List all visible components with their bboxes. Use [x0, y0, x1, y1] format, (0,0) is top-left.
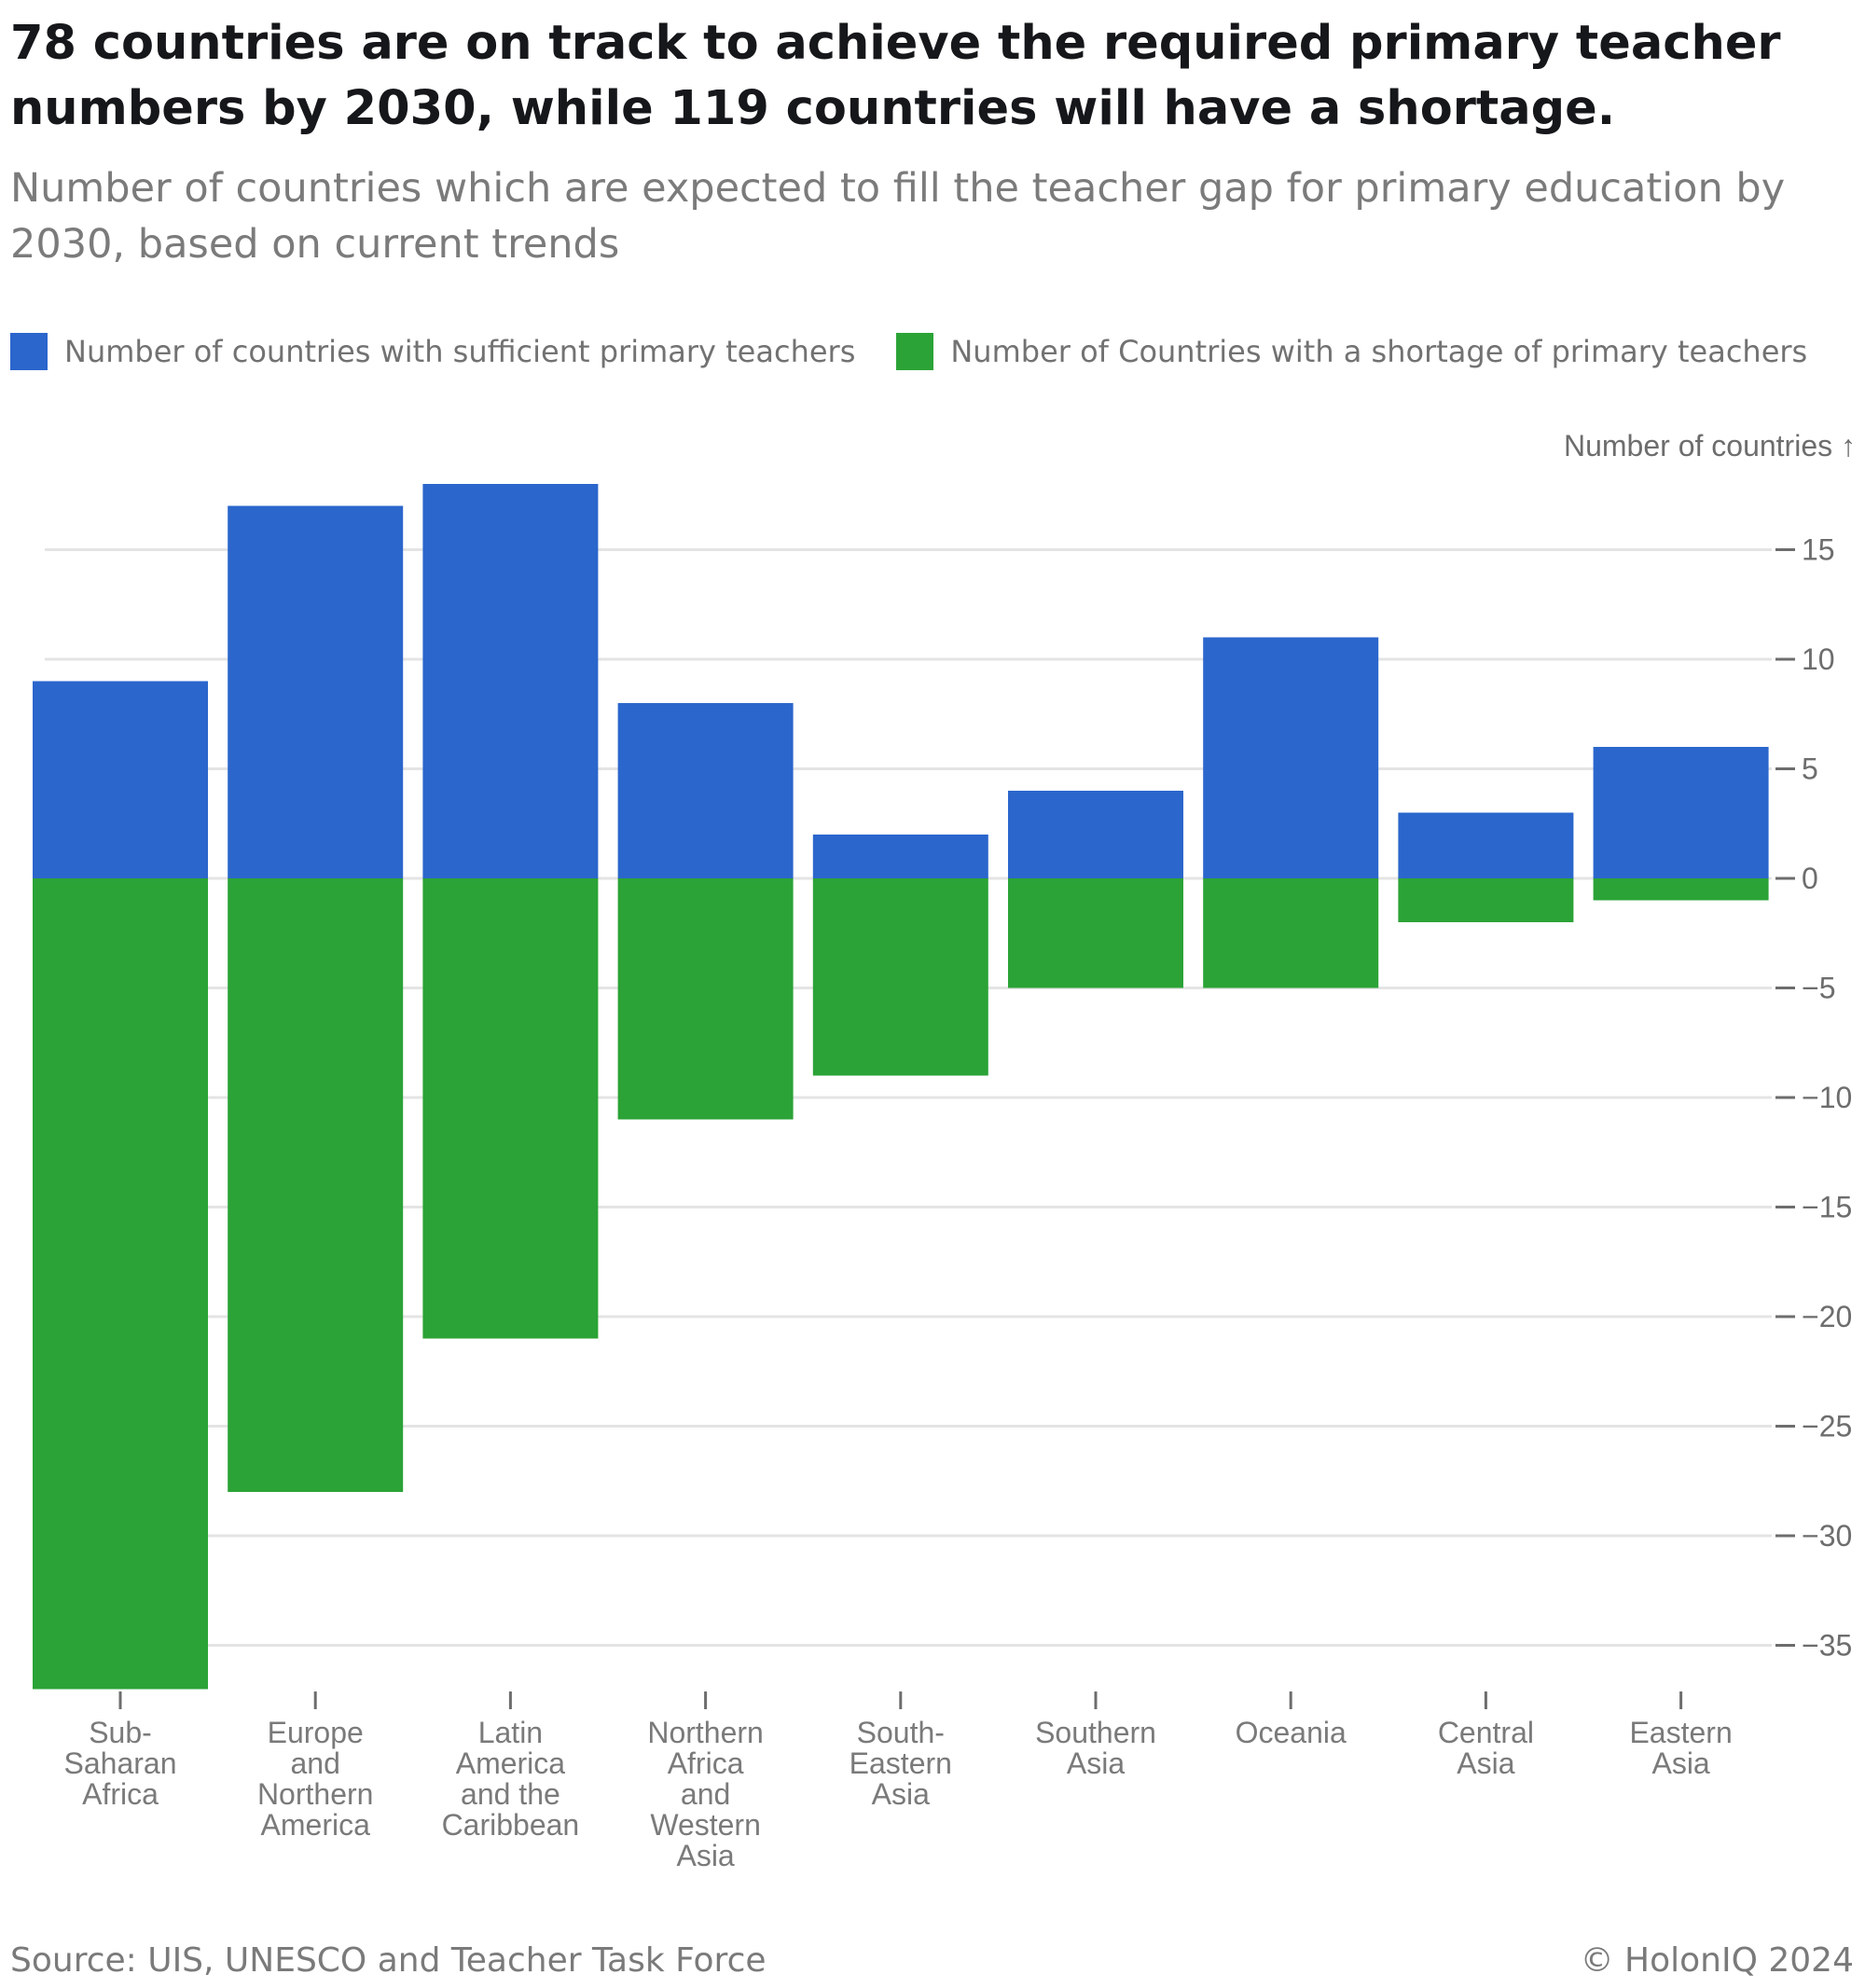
y-tick-label: −20 — [1802, 1300, 1852, 1333]
bar-shortage[interactable] — [1398, 878, 1574, 922]
bar-shortage[interactable] — [228, 878, 404, 1492]
legend-label-shortage: Number of Countries with a shortage of p… — [950, 334, 1808, 369]
y-tick-label: 5 — [1802, 752, 1818, 786]
y-axis: 15 10 5 0 −5 −10 −15 −20 −25 −30 −35 — [1775, 533, 1852, 1663]
bar-sufficient[interactable] — [812, 835, 988, 878]
x-tick-label: South-Eastern Asia — [850, 1716, 952, 1811]
chart-subtitle: Number of countries which are expected t… — [10, 165, 1786, 268]
bar-shortage[interactable] — [33, 878, 208, 1690]
y-tick-label: −5 — [1802, 972, 1835, 1005]
x-tick-label: Latin America and the Caribbean — [442, 1716, 580, 1842]
y-tick-label: −15 — [1802, 1191, 1852, 1224]
bar-shortage[interactable] — [812, 878, 988, 1076]
legend-label-sufficient: Number of countries with sufficient prim… — [64, 334, 856, 369]
bar-sufficient[interactable] — [1203, 637, 1379, 879]
bar-sufficient[interactable] — [617, 703, 794, 878]
x-tick-label: Central Asia — [1438, 1716, 1534, 1780]
legend-swatch-shortage — [896, 333, 934, 370]
x-tick-label: Southern Asia — [1035, 1716, 1156, 1780]
bar-shortage[interactable] — [1008, 878, 1183, 988]
x-tick-label: Eastern Asia — [1629, 1716, 1732, 1780]
bars — [33, 484, 1769, 1690]
bar-shortage[interactable] — [617, 878, 794, 1120]
x-tick-label: Sub-Saharan Africa — [64, 1716, 177, 1811]
bar-sufficient[interactable] — [228, 505, 404, 879]
y-tick-label: −25 — [1802, 1410, 1852, 1443]
legend: Number of countries with sufficient prim… — [10, 331, 1848, 372]
bar-chart: 15 10 5 0 −5 −10 −15 −20 −25 −30 −35 Sub-Saharan Af… — [33, 429, 1856, 1872]
bar-sufficient[interactable] — [1008, 791, 1183, 878]
x-axis: Sub-Saharan Africa Europe and Northern Americ… — [64, 1691, 1733, 1872]
copyright-note: © HolonIQ 2024 — [1580, 1941, 1854, 1980]
bar-shortage[interactable] — [1203, 878, 1379, 988]
bar-shortage[interactable] — [1593, 878, 1769, 901]
y-tick-label: 10 — [1802, 642, 1835, 676]
y-axis-title: Number of countries ↑ — [1564, 429, 1856, 462]
bar-sufficient[interactable] — [33, 681, 208, 879]
bar-shortage[interactable] — [422, 878, 599, 1339]
x-tick-label: Europe and Northern America — [257, 1716, 374, 1842]
bar-sufficient[interactable] — [1593, 747, 1769, 878]
y-tick-label: −10 — [1802, 1081, 1852, 1114]
x-tick-label: Northern Africa and Western Asia — [647, 1716, 764, 1872]
y-tick-label: −35 — [1802, 1629, 1852, 1663]
chart-title: 78 countries are on track to achieve the… — [10, 16, 1781, 136]
bar-sufficient[interactable] — [1398, 812, 1574, 879]
y-tick-label: 15 — [1802, 533, 1835, 567]
source-note: Source: UIS, UNESCO and Teacher Task For… — [10, 1941, 767, 1980]
y-tick-label: −30 — [1802, 1519, 1852, 1553]
legend-swatch-sufficient — [10, 333, 48, 370]
legend-item-sufficient[interactable]: Number of countries with sufficient prim… — [10, 333, 855, 370]
bar-sufficient[interactable] — [422, 484, 599, 878]
x-tick-label: Oceania — [1236, 1716, 1347, 1749]
y-tick-label: 0 — [1802, 862, 1818, 895]
legend-item-shortage[interactable]: Number of Countries with a shortage of p… — [896, 333, 1807, 370]
